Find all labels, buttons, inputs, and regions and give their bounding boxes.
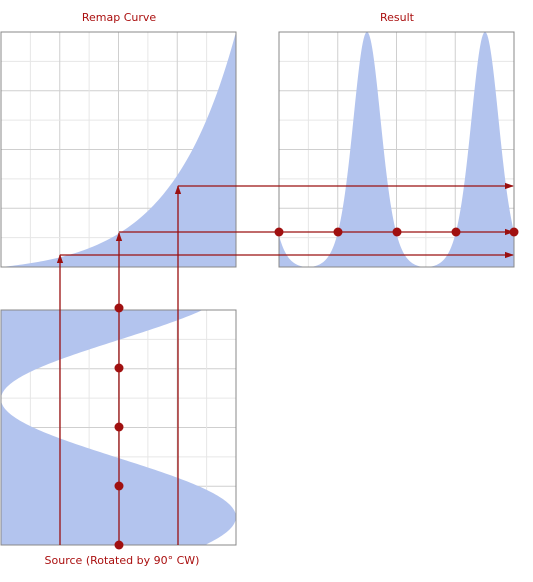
result-panel xyxy=(278,31,515,268)
source-dot xyxy=(114,363,124,373)
source-dot xyxy=(114,481,124,491)
source-title: Source (Rotated by 90° CW) xyxy=(44,554,200,567)
result-dot xyxy=(509,227,519,237)
mapping-lines xyxy=(56,182,514,545)
result-dot xyxy=(333,227,343,237)
result-frame xyxy=(278,31,515,268)
source-dot xyxy=(114,422,124,432)
remap-curve-area xyxy=(1,32,236,267)
remap-curve-title: Remap Curve xyxy=(81,11,157,24)
remap-curve-panel xyxy=(0,31,237,268)
result-area xyxy=(279,32,514,267)
source-dot xyxy=(114,303,124,313)
result-title: Result xyxy=(380,11,414,24)
sample-dots xyxy=(114,227,519,550)
source-dot xyxy=(114,540,124,550)
result-dot xyxy=(451,227,461,237)
result-dot xyxy=(392,227,402,237)
result-dot xyxy=(274,227,284,237)
